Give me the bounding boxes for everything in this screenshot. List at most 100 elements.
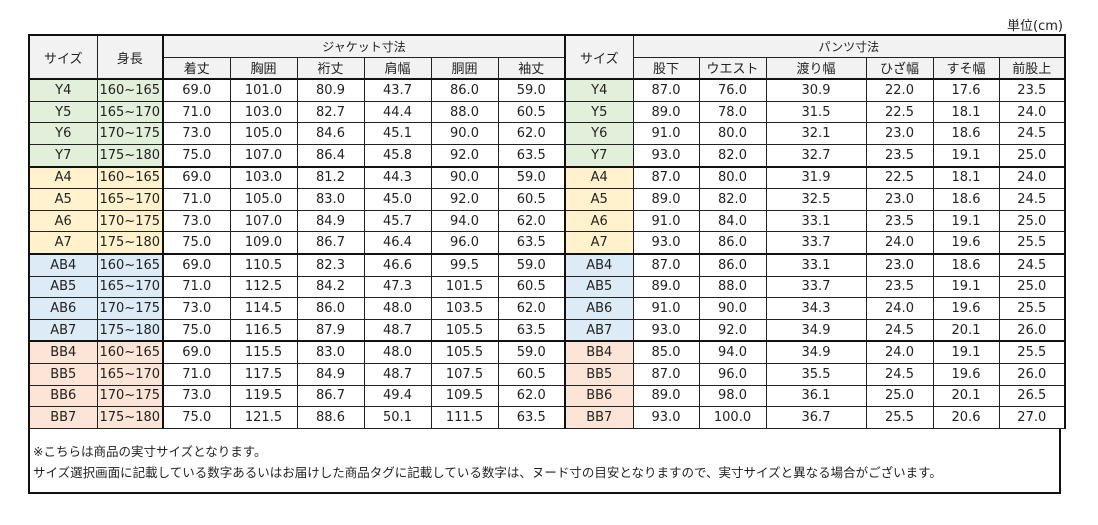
- pants-value-cell: 24.0: [865, 340, 934, 364]
- pants-value-cell: 33.7: [765, 275, 867, 299]
- height-cell: 165~170: [96, 362, 164, 386]
- pants-size-cell: A5: [564, 188, 634, 211]
- jacket-value-cell: 45.0: [363, 188, 432, 211]
- pants-value-cell: 89.0: [632, 100, 700, 124]
- jacket-value-cell: 45.8: [363, 143, 432, 168]
- jacket-value-cell: 109.5: [430, 384, 499, 408]
- jacket-value-cell: 84.2: [296, 275, 365, 299]
- jacket-value-cell: 82.3: [296, 252, 365, 277]
- height-cell: 175~180: [96, 143, 164, 168]
- jacket-value-cell: 62.0: [497, 297, 566, 320]
- pants-value-cell: 82.0: [698, 143, 767, 168]
- jacket-value-cell: 48.0: [363, 297, 432, 320]
- jacket-value-cell: 60.5: [497, 188, 566, 211]
- pants-value-cell: 22.5: [865, 165, 934, 190]
- jacket-value-cell: 62.0: [497, 209, 566, 233]
- jacket-value-cell: 84.9: [296, 362, 365, 386]
- height-cell: 165~170: [96, 275, 164, 299]
- header-pants-inseam: 股下: [632, 56, 700, 80]
- pants-value-cell: 94.0: [698, 340, 767, 364]
- pants-size-cell: A4: [564, 165, 634, 190]
- jacket-value-cell: 48.0: [363, 340, 432, 364]
- header-jacket-waist: 胴囲: [430, 56, 499, 80]
- height-cell: 175~180: [96, 231, 164, 255]
- pants-value-cell: 25.0: [998, 143, 1067, 168]
- pants-size-cell: AB4: [564, 252, 634, 277]
- height-cell: 165~170: [96, 188, 164, 211]
- jacket-value-cell: 110.5: [229, 252, 298, 277]
- header-pants-size: サイズ: [564, 33, 634, 80]
- pants-value-cell: 23.0: [865, 188, 934, 211]
- pants-value-cell: 31.9: [765, 165, 867, 190]
- jacket-value-cell: 116.5: [229, 318, 298, 342]
- pants-value-cell: 31.5: [765, 100, 867, 124]
- pants-value-cell: 23.5: [865, 143, 934, 168]
- jacket-value-cell: 84.9: [296, 209, 365, 233]
- size-cell: AB4: [28, 252, 98, 277]
- pants-size-cell: Y6: [564, 122, 634, 145]
- jacket-value-cell: 69.0: [162, 78, 231, 102]
- pants-size-cell: Y5: [564, 100, 634, 124]
- pants-value-cell: 33.7: [765, 231, 867, 255]
- pants-value-cell: 78.0: [698, 100, 767, 124]
- jacket-value-cell: 73.0: [162, 297, 231, 320]
- jacket-value-cell: 86.4: [296, 143, 365, 168]
- jacket-value-cell: 62.0: [497, 384, 566, 408]
- jacket-value-cell: 105.0: [229, 188, 298, 211]
- jacket-value-cell: 45.7: [363, 209, 432, 233]
- pants-value-cell: 35.5: [765, 362, 867, 386]
- jacket-value-cell: 60.5: [497, 362, 566, 386]
- size-cell: Y5: [28, 100, 98, 124]
- pants-value-cell: 20.1: [932, 318, 1000, 342]
- table-row: BB4 160~165 69.0 115.5 83.0 48.0 105.5 59.0 BB4 8…: [28, 340, 1067, 364]
- pants-value-cell: 19.1: [932, 340, 1000, 364]
- jacket-value-cell: 83.0: [296, 340, 365, 364]
- table-row: Y4 160~165 69.0 101.0 80.9 43.7 86.0 59.0 Y4 87.0…: [28, 78, 1067, 102]
- header-jacket-chest: 胸囲: [229, 56, 298, 80]
- height-cell: 160~165: [96, 78, 164, 102]
- pants-size-cell: AB7: [564, 318, 634, 342]
- jacket-value-cell: 73.0: [162, 384, 231, 408]
- jacket-value-cell: 75.0: [162, 406, 231, 429]
- jacket-value-cell: 47.3: [363, 275, 432, 299]
- height-cell: 160~165: [96, 340, 164, 364]
- jacket-value-cell: 92.0: [430, 143, 499, 168]
- pants-value-cell: 20.6: [932, 406, 1000, 429]
- jacket-value-cell: 59.0: [497, 165, 566, 190]
- pants-value-cell: 34.9: [765, 340, 867, 364]
- pants-value-cell: 25.0: [998, 209, 1067, 233]
- size-cell: BB7: [28, 406, 98, 429]
- pants-value-cell: 19.1: [932, 209, 1000, 233]
- table-row: AB6 170~175 73.0 114.5 86.0 48.0 103.5 62.0 AB6 9…: [28, 297, 1067, 320]
- pants-value-cell: 76.0: [698, 78, 767, 102]
- pants-size-cell: A6: [564, 209, 634, 233]
- header-size: サイズ: [28, 33, 98, 80]
- size-cell: AB5: [28, 275, 98, 299]
- pants-value-cell: 24.0: [998, 100, 1067, 124]
- header-pants-knee: ひざ幅: [865, 56, 934, 80]
- height-cell: 160~165: [96, 165, 164, 190]
- size-cell: BB6: [28, 384, 98, 408]
- jacket-value-cell: 90.0: [430, 122, 499, 145]
- pants-value-cell: 23.5: [865, 275, 934, 299]
- header-jacket-shoulder: 肩幅: [363, 56, 432, 80]
- pants-value-cell: 25.0: [865, 384, 934, 408]
- jacket-value-cell: 48.7: [363, 318, 432, 342]
- header-height: 身長: [96, 33, 164, 80]
- jacket-value-cell: 43.7: [363, 78, 432, 102]
- jacket-value-cell: 105.5: [430, 340, 499, 364]
- height-cell: 170~175: [96, 384, 164, 408]
- pants-value-cell: 91.0: [632, 122, 700, 145]
- pants-value-cell: 89.0: [632, 384, 700, 408]
- jacket-value-cell: 75.0: [162, 318, 231, 342]
- pants-value-cell: 93.0: [632, 406, 700, 429]
- header-jacket-sleeve-total: 裄丈: [296, 56, 365, 80]
- pants-value-cell: 22.0: [865, 78, 934, 102]
- table-row: BB6 170~175 73.0 119.5 86.7 49.4 109.5 62.0 BB6 8…: [28, 384, 1067, 408]
- pants-value-cell: 24.0: [998, 165, 1067, 190]
- table-row: BB5 165~170 71.0 117.5 84.9 48.7 107.5 60.5 BB5 8…: [28, 362, 1067, 386]
- jacket-value-cell: 90.0: [430, 165, 499, 190]
- jacket-value-cell: 105.5: [430, 318, 499, 342]
- jacket-value-cell: 73.0: [162, 209, 231, 233]
- pants-value-cell: 33.1: [765, 252, 867, 277]
